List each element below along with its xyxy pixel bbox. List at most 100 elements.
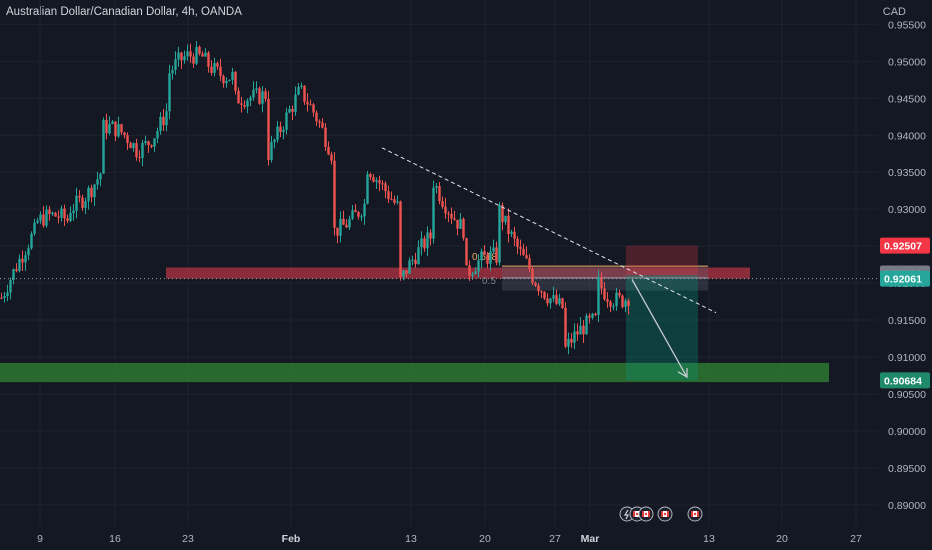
- candle-body: [168, 73, 171, 112]
- candle-body: [294, 94, 297, 112]
- candle-body: [189, 51, 192, 57]
- candle-body: [501, 205, 504, 223]
- candle-body: [129, 142, 132, 149]
- candle-body: [234, 71, 237, 91]
- candle-body: [336, 227, 339, 236]
- candle-body: [315, 112, 318, 122]
- candle-body: [354, 210, 357, 213]
- y-tick-label: 0.91000: [888, 352, 926, 364]
- candle-body: [117, 124, 120, 137]
- candle-body: [507, 215, 510, 234]
- candle-body: [534, 282, 537, 286]
- candle-body: [48, 209, 51, 215]
- candle-body: [597, 276, 600, 316]
- candle-body: [474, 271, 477, 275]
- price-tag-bg: [880, 270, 930, 287]
- candle-body: [465, 237, 468, 266]
- flag-band-right: [667, 511, 669, 517]
- resistance-zone[interactable]: [166, 267, 750, 279]
- candle-body: [84, 201, 87, 208]
- candle-body: [21, 258, 24, 263]
- trendline[interactable]: [381, 147, 717, 314]
- candle-body: [612, 306, 615, 308]
- candle-body: [318, 121, 321, 123]
- candle-body: [471, 274, 474, 276]
- candle-body: [414, 259, 417, 265]
- take-profit-zone[interactable]: [626, 274, 698, 381]
- candle-body: [516, 238, 519, 247]
- candle-body: [75, 195, 78, 211]
- candle-body: [576, 331, 579, 335]
- candle-body: [108, 124, 111, 134]
- candle-body: [171, 69, 174, 74]
- candle-body: [324, 127, 327, 147]
- candle-body: [27, 248, 30, 256]
- candle-body: [423, 238, 426, 249]
- candle-body: [390, 199, 393, 201]
- candle-body: [30, 233, 33, 249]
- candle-body: [528, 258, 531, 269]
- flag-band-right: [697, 511, 699, 517]
- candle-body: [351, 210, 354, 219]
- projection-arrow[interactable]: [631, 279, 687, 376]
- candle-body: [99, 173, 102, 180]
- candle-body: [174, 59, 177, 70]
- y-tick-label: 0.93000: [888, 204, 926, 216]
- price-tag-label: 0.92507: [884, 241, 922, 253]
- candle-body: [132, 143, 135, 149]
- candle-body: [456, 219, 459, 229]
- candle-body: [600, 276, 603, 289]
- candle-body: [420, 238, 423, 248]
- price-tag-bg: [880, 237, 930, 254]
- candle-body: [549, 298, 552, 304]
- candle-body: [558, 298, 561, 304]
- y-tick-label: 0.95000: [888, 56, 926, 68]
- candle-body: [435, 186, 438, 188]
- candle-body: [63, 208, 66, 219]
- candle-body: [462, 218, 465, 238]
- candle-body: [360, 216, 363, 218]
- candle-body: [450, 213, 453, 219]
- candle-body: [222, 75, 225, 84]
- x-tick-label: Mar: [581, 533, 600, 545]
- candle-body: [141, 143, 144, 159]
- candle-body: [156, 130, 159, 139]
- candle-body: [441, 201, 444, 207]
- candle-body: [186, 51, 189, 57]
- candle-body: [90, 187, 93, 198]
- candle-body: [312, 104, 315, 113]
- support-zone[interactable]: [0, 362, 829, 383]
- candle-body: [120, 124, 123, 133]
- candle-body: [153, 138, 156, 147]
- candle-body: [615, 292, 618, 307]
- candle-body: [384, 183, 387, 192]
- candle-body: [240, 103, 243, 105]
- x-tick-label: 20: [479, 533, 491, 545]
- stop-loss-zone[interactable]: [626, 245, 698, 275]
- candle-body: [429, 232, 432, 239]
- candle-body: [570, 338, 573, 343]
- x-tick-label: 27: [850, 533, 862, 545]
- candle-body: [183, 56, 186, 61]
- candle-body: [180, 52, 183, 61]
- candle-body: [480, 251, 483, 261]
- candle-body: [531, 268, 534, 283]
- y-tick-label: 0.94500: [888, 93, 926, 105]
- candle-body: [582, 325, 585, 335]
- candle-body: [45, 209, 48, 226]
- candle-body: [297, 86, 300, 95]
- candle-body: [135, 143, 138, 158]
- arrow-head: [677, 368, 688, 379]
- candle-body: [402, 270, 405, 277]
- candle-body: [405, 270, 408, 274]
- candle-body: [102, 119, 105, 174]
- flag-band-left: [691, 511, 693, 517]
- x-tick-label: 20: [776, 533, 788, 545]
- y-tick-label: 0.93500: [888, 167, 926, 179]
- candle-body: [114, 121, 117, 137]
- fib-label-5: 0.5: [482, 276, 496, 287]
- candle-body: [288, 108, 291, 113]
- candle-body: [300, 85, 303, 87]
